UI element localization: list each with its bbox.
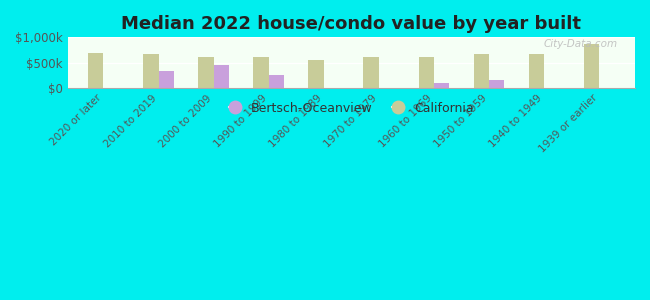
Bar <box>489 80 504 88</box>
Bar <box>198 57 214 88</box>
Bar <box>143 54 159 88</box>
Title: Median 2022 house/condo value by year built: Median 2022 house/condo value by year bu… <box>122 15 581 33</box>
Bar <box>308 60 324 88</box>
Bar <box>584 44 599 88</box>
Bar <box>268 75 284 88</box>
Bar <box>434 83 449 88</box>
Bar <box>363 57 379 88</box>
Bar <box>474 54 489 88</box>
Text: City-Data.com: City-Data.com <box>544 39 618 49</box>
Bar <box>214 65 229 88</box>
Bar <box>88 52 103 88</box>
Bar <box>419 57 434 88</box>
Legend: Bertsch-Oceanview, California: Bertsch-Oceanview, California <box>224 97 479 120</box>
Bar <box>528 54 544 88</box>
Bar <box>159 71 174 88</box>
Bar <box>254 57 268 88</box>
